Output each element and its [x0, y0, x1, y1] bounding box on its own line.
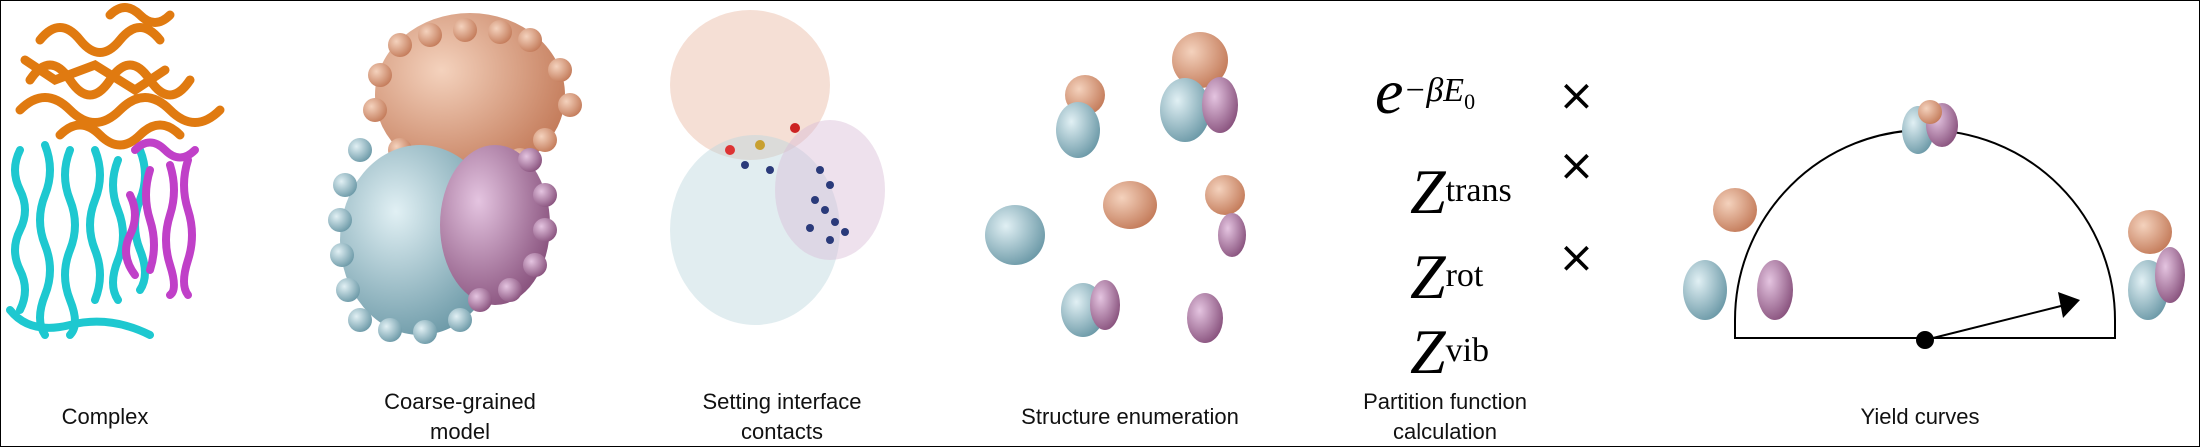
cg-blue-beads — [328, 138, 500, 344]
enum-structure-6 — [1061, 280, 1120, 337]
coarse-grained-model — [328, 13, 582, 344]
complex-structure — [6, 3, 225, 339]
rot-term: Zrot — [1410, 240, 1483, 314]
structure-enumeration — [985, 32, 1246, 343]
enum-structure-5 — [1205, 175, 1246, 257]
term1-exp-text: −βE — [1403, 71, 1465, 109]
caption-coarse-grained: Coarse-grained model — [384, 389, 536, 444]
enum-structure-4 — [1103, 181, 1157, 229]
term1-base: e — [1375, 56, 1404, 127]
enum-structure-1 — [1056, 75, 1105, 158]
caption-yield-curves: Yield curves — [1860, 404, 1980, 429]
yield-curves — [1683, 100, 2185, 349]
term3-sup: rot — [1445, 256, 1484, 294]
cg-purple-beads — [440, 145, 557, 312]
needle-pivot — [1916, 331, 1934, 349]
term2-sup: trans — [1445, 171, 1512, 209]
term3-base: Z — [1410, 241, 1446, 312]
cg-orange-beads — [363, 13, 582, 182]
interface-contacts — [670, 10, 885, 325]
energy-term: e−βE0 — [1375, 55, 1475, 129]
contact-points — [725, 123, 849, 244]
enum-structure-7 — [1187, 293, 1223, 343]
enum-structure-3 — [985, 205, 1045, 265]
dial-needle — [1924, 304, 2066, 341]
times-sign-2: × — [1558, 140, 1595, 191]
magenta-subunit — [122, 138, 199, 299]
caption-interface-contacts: Setting interface contacts — [702, 389, 862, 444]
yield-structure-left — [1683, 188, 1793, 320]
vib-term: Zvib — [1410, 315, 1489, 389]
trans-term: Ztrans — [1410, 155, 1512, 229]
term4-base: Z — [1410, 316, 1446, 387]
caption-partition-function: Partition function calculation — [1363, 389, 1527, 444]
term1-sub: 0 — [1464, 88, 1476, 114]
yield-structure-top — [1902, 100, 1958, 154]
caption-complex: Complex — [61, 404, 149, 429]
term1-exponent: −βE0 — [1403, 71, 1475, 114]
times-sign-3: × — [1558, 232, 1595, 283]
enum-structure-2 — [1160, 32, 1238, 142]
needle-arrowhead — [2058, 292, 2080, 318]
caption-structure-enumeration: Structure enumeration — [1021, 404, 1239, 429]
times-sign-1: × — [1558, 70, 1595, 121]
yield-structure-right — [2128, 210, 2185, 320]
orange-subunit — [15, 3, 225, 150]
term4-sup: vib — [1445, 331, 1490, 369]
term2-base: Z — [1410, 156, 1446, 227]
